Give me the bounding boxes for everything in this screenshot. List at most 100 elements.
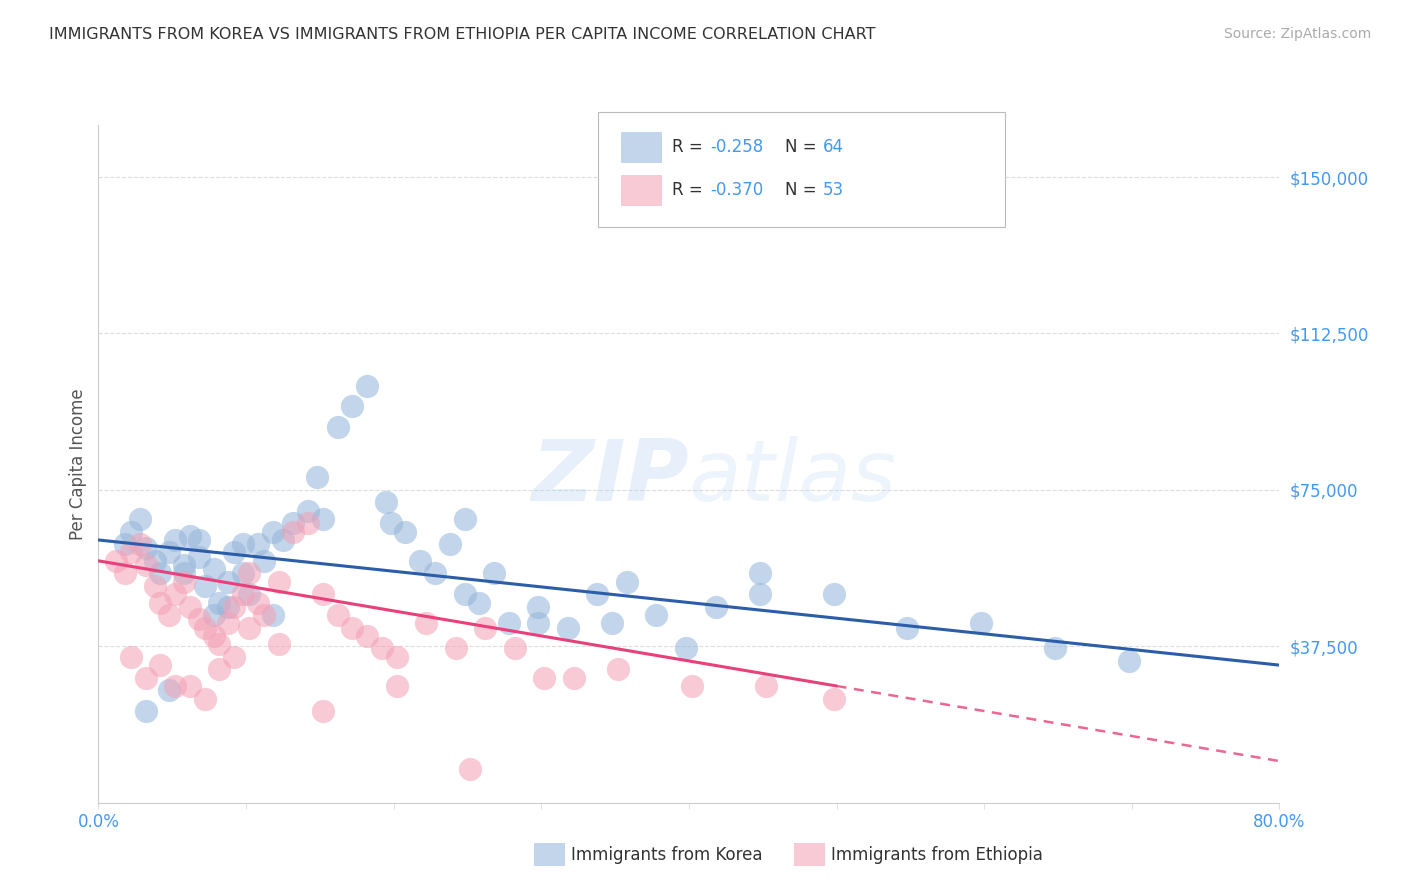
Point <box>217 574 239 589</box>
Point <box>187 533 209 547</box>
Point <box>453 587 475 601</box>
Point <box>371 641 394 656</box>
Point <box>468 596 491 610</box>
Point <box>342 400 364 414</box>
Point <box>326 420 349 434</box>
Point <box>135 558 157 572</box>
Point <box>616 574 638 589</box>
Point <box>527 599 550 614</box>
Text: ZIP: ZIP <box>531 436 689 519</box>
Text: Source: ZipAtlas.com: Source: ZipAtlas.com <box>1223 27 1371 41</box>
Text: IMMIGRANTS FROM KOREA VS IMMIGRANTS FROM ETHIOPIA PER CAPITA INCOME CORRELATION : IMMIGRANTS FROM KOREA VS IMMIGRANTS FROM… <box>49 27 876 42</box>
Point <box>120 545 142 559</box>
Point <box>312 587 335 601</box>
Point <box>586 587 609 601</box>
Point <box>271 533 294 547</box>
Point <box>600 616 623 631</box>
Point <box>527 616 550 631</box>
Point <box>165 533 187 547</box>
Point <box>179 529 201 543</box>
Point <box>194 621 217 635</box>
Point <box>217 616 239 631</box>
Text: Immigrants from Ethiopia: Immigrants from Ethiopia <box>831 846 1043 863</box>
Point <box>267 574 290 589</box>
Point <box>267 637 290 651</box>
Point <box>380 516 402 531</box>
Point <box>326 608 349 623</box>
Point <box>415 616 437 631</box>
Text: atlas: atlas <box>689 436 897 519</box>
Point <box>135 671 157 685</box>
Point <box>385 679 408 693</box>
Point <box>297 516 319 531</box>
Point <box>128 512 150 526</box>
Point <box>135 704 157 718</box>
Point <box>385 649 408 664</box>
Point <box>1118 654 1140 668</box>
Point <box>202 562 225 576</box>
Point <box>143 554 166 568</box>
Point <box>460 763 482 777</box>
Point <box>453 512 475 526</box>
Point <box>503 641 526 656</box>
Point <box>704 599 727 614</box>
Point <box>224 599 246 614</box>
Text: R =: R = <box>672 181 709 199</box>
Point <box>970 616 993 631</box>
Point <box>173 574 195 589</box>
Point <box>482 566 505 581</box>
Point <box>238 566 260 581</box>
Point <box>283 524 305 539</box>
Point <box>157 545 180 559</box>
Point <box>232 587 254 601</box>
Point <box>675 641 697 656</box>
Point <box>217 599 239 614</box>
Point <box>439 537 461 551</box>
Point <box>173 558 195 572</box>
Point <box>444 641 467 656</box>
Point <box>342 621 364 635</box>
Point <box>262 608 284 623</box>
Point <box>823 587 845 601</box>
Text: R =: R = <box>672 138 709 156</box>
Point <box>356 629 378 643</box>
Point <box>557 621 579 635</box>
Point <box>208 596 231 610</box>
Point <box>312 512 335 526</box>
Point <box>755 679 778 693</box>
Point <box>232 566 254 581</box>
Point <box>533 671 555 685</box>
Point <box>409 554 432 568</box>
Text: 53: 53 <box>823 181 844 199</box>
Point <box>157 608 180 623</box>
Point <box>253 608 276 623</box>
Point <box>748 566 770 581</box>
Point <box>165 587 187 601</box>
Point <box>681 679 703 693</box>
Point <box>246 596 269 610</box>
Point <box>105 554 128 568</box>
Point <box>149 596 172 610</box>
Point <box>120 524 142 539</box>
Text: -0.258: -0.258 <box>710 138 763 156</box>
Point <box>748 587 770 601</box>
Point <box>173 566 195 581</box>
Point <box>238 621 260 635</box>
Text: N =: N = <box>785 181 821 199</box>
Point <box>187 612 209 626</box>
Point <box>823 691 845 706</box>
Point <box>179 679 201 693</box>
Point <box>187 549 209 564</box>
Point <box>114 566 136 581</box>
Point <box>607 662 630 676</box>
Point <box>562 671 585 685</box>
Point <box>238 587 260 601</box>
Point <box>224 649 246 664</box>
Point <box>232 537 254 551</box>
Text: 64: 64 <box>823 138 844 156</box>
Point <box>224 545 246 559</box>
Point <box>208 662 231 676</box>
Point <box>194 579 217 593</box>
Point <box>283 516 305 531</box>
Point <box>149 658 172 673</box>
